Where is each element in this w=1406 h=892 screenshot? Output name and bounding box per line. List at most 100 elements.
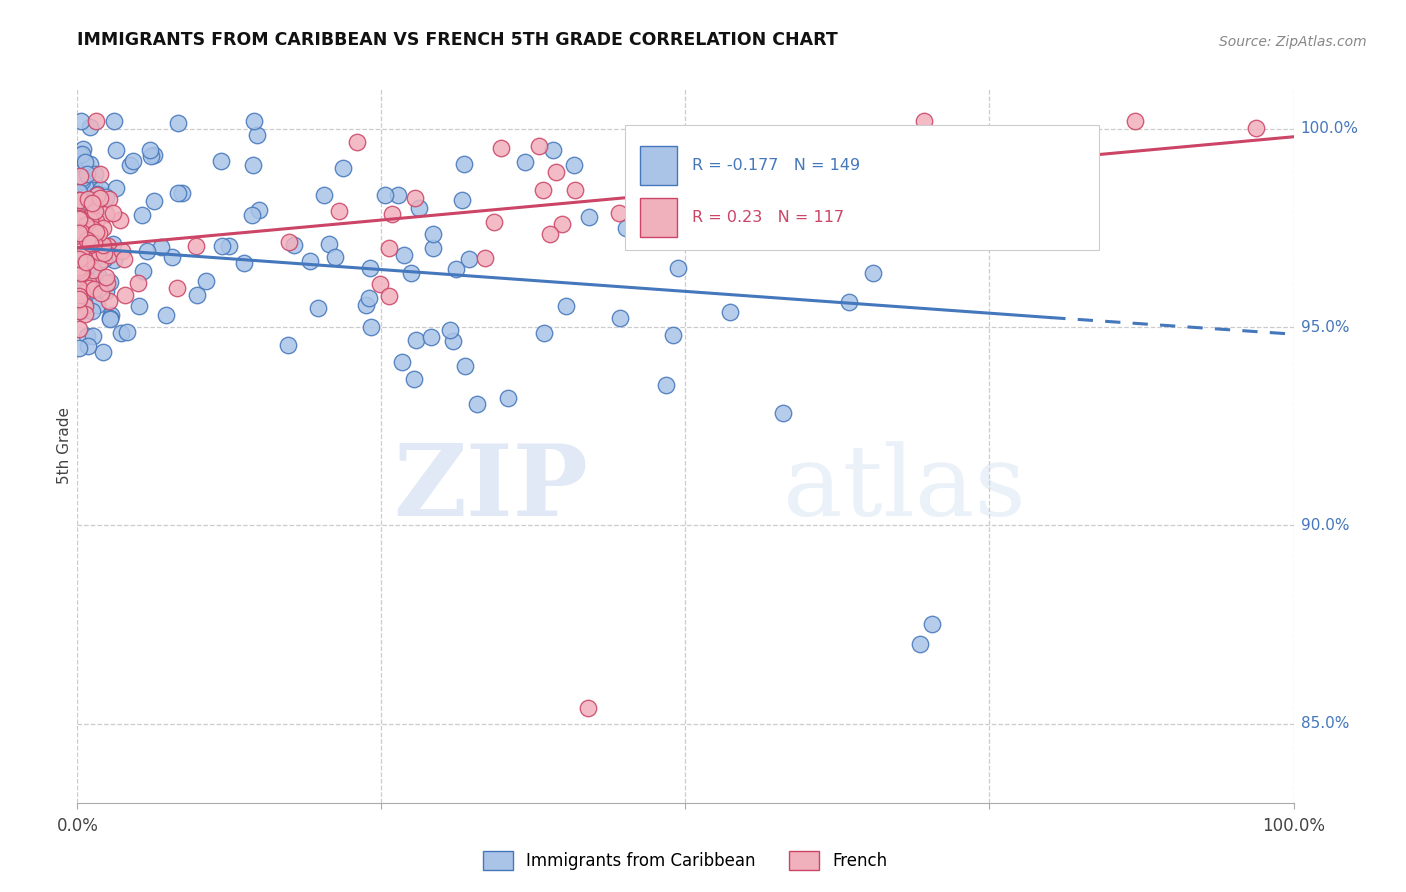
- Point: [86, 269, 108, 284]
- Point: [83, 235, 105, 250]
- Text: 95.0%: 95.0%: [1301, 319, 1348, 334]
- Point: [404, 191, 426, 205]
- Point: [318, 237, 340, 252]
- Point: [75, 228, 97, 243]
- Point: [243, 114, 266, 128]
- Point: [399, 266, 422, 280]
- Point: [73, 296, 96, 310]
- Point: [170, 186, 193, 200]
- Point: [118, 158, 141, 172]
- Point: [67, 304, 90, 318]
- Point: [110, 326, 132, 340]
- Point: [195, 274, 218, 288]
- Point: [70, 146, 93, 161]
- Point: [70, 202, 93, 216]
- Legend: Immigrants from Caribbean, French: Immigrants from Caribbean, French: [477, 844, 894, 877]
- Point: [82, 226, 104, 240]
- Point: [91, 220, 114, 235]
- Point: [658, 150, 681, 164]
- Point: [105, 144, 128, 158]
- Point: [377, 289, 399, 303]
- Point: [838, 295, 860, 310]
- Point: [101, 236, 124, 251]
- Point: [67, 262, 90, 277]
- Point: [67, 226, 90, 240]
- Point: [70, 174, 93, 188]
- Point: [307, 301, 329, 315]
- Point: [96, 207, 118, 221]
- Point: [441, 334, 464, 348]
- Point: [143, 147, 166, 161]
- Point: [93, 252, 115, 266]
- Point: [73, 194, 96, 209]
- Point: [607, 206, 630, 220]
- Point: [666, 261, 689, 276]
- Point: [90, 182, 112, 196]
- Point: [83, 167, 105, 181]
- Point: [108, 212, 131, 227]
- Point: [323, 250, 346, 264]
- Point: [439, 322, 461, 336]
- Point: [86, 188, 108, 202]
- Point: [98, 276, 121, 290]
- Point: [96, 284, 118, 298]
- Point: [921, 617, 943, 632]
- Point: [83, 282, 105, 296]
- Point: [527, 138, 550, 153]
- Point: [662, 328, 685, 343]
- Point: [67, 322, 90, 336]
- Point: [564, 158, 586, 172]
- Point: [394, 248, 416, 262]
- Point: [75, 277, 97, 291]
- Point: [67, 302, 90, 317]
- Point: [422, 227, 444, 241]
- Point: [67, 251, 90, 265]
- Point: [387, 187, 409, 202]
- Text: R = -0.177   N = 149: R = -0.177 N = 149: [692, 158, 859, 173]
- Point: [73, 178, 96, 193]
- Point: [533, 326, 555, 341]
- Point: [96, 277, 118, 291]
- Point: [67, 244, 90, 258]
- Point: [70, 225, 93, 239]
- Point: [132, 264, 155, 278]
- Point: [160, 250, 183, 264]
- Point: [67, 252, 90, 267]
- Point: [246, 128, 269, 142]
- Point: [69, 114, 91, 128]
- Point: [654, 377, 676, 392]
- Point: [299, 253, 322, 268]
- Point: [247, 203, 270, 218]
- Point: [70, 218, 93, 232]
- Point: [381, 207, 404, 221]
- Point: [70, 242, 93, 256]
- Point: [128, 299, 150, 313]
- Point: [277, 338, 299, 352]
- Point: [93, 246, 115, 260]
- Point: [555, 299, 578, 313]
- Point: [77, 281, 100, 295]
- Point: [75, 255, 97, 269]
- Point: [72, 260, 94, 275]
- Point: [150, 240, 173, 254]
- Point: [89, 285, 111, 300]
- Point: [73, 299, 96, 313]
- Point: [83, 203, 105, 218]
- Point: [647, 227, 669, 242]
- Point: [67, 212, 90, 227]
- Point: [72, 142, 94, 156]
- Point: [111, 244, 134, 259]
- Point: [79, 238, 101, 252]
- Point: [67, 193, 90, 207]
- Point: [83, 176, 105, 190]
- Text: 85.0%: 85.0%: [1301, 716, 1348, 731]
- Point: [69, 193, 91, 207]
- Point: [73, 225, 96, 239]
- Point: [142, 194, 165, 208]
- Point: [328, 203, 350, 218]
- Point: [531, 183, 554, 197]
- Point: [76, 233, 98, 247]
- Point: [498, 391, 520, 405]
- Point: [82, 253, 104, 268]
- Point: [75, 264, 97, 278]
